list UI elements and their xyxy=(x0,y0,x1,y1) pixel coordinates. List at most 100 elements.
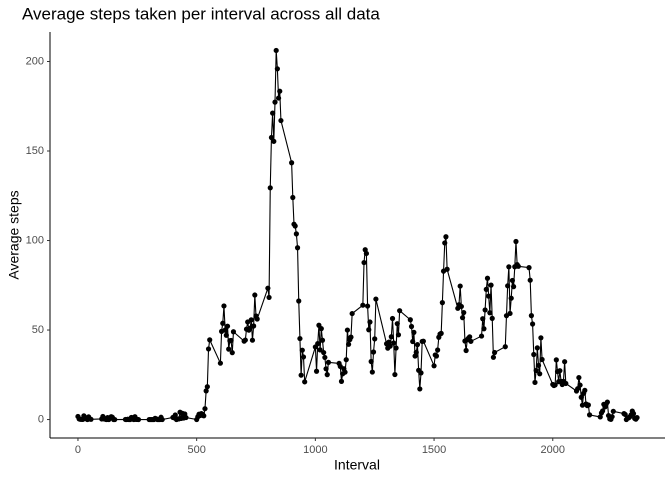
point xyxy=(468,338,474,344)
point xyxy=(578,394,584,400)
point xyxy=(296,298,302,304)
point xyxy=(582,387,588,393)
point xyxy=(411,329,417,335)
point xyxy=(513,238,519,245)
point xyxy=(242,337,248,343)
y-tick-label: 200 xyxy=(26,55,44,67)
point xyxy=(552,382,558,388)
point xyxy=(535,362,542,369)
point xyxy=(363,250,370,257)
point xyxy=(298,372,304,378)
point xyxy=(364,303,371,309)
point xyxy=(610,408,616,414)
point xyxy=(273,47,279,54)
point xyxy=(321,349,327,356)
point xyxy=(457,283,463,289)
point xyxy=(439,300,445,306)
point xyxy=(300,354,307,360)
point xyxy=(461,309,467,316)
point xyxy=(443,234,449,240)
point xyxy=(389,315,396,322)
point xyxy=(289,160,295,166)
point xyxy=(458,303,464,310)
point xyxy=(487,310,493,316)
point xyxy=(408,323,415,330)
point xyxy=(490,354,497,360)
point xyxy=(392,371,398,378)
point xyxy=(435,347,441,353)
point xyxy=(418,370,424,376)
point xyxy=(370,349,377,355)
point xyxy=(604,399,610,405)
point xyxy=(202,406,208,412)
point xyxy=(135,416,142,423)
point xyxy=(539,356,545,363)
point xyxy=(506,264,512,270)
point xyxy=(534,345,540,351)
point xyxy=(220,320,226,326)
point xyxy=(576,374,582,381)
point xyxy=(272,99,278,105)
point xyxy=(315,341,321,347)
point xyxy=(323,366,329,372)
point xyxy=(507,310,513,317)
point xyxy=(317,347,323,353)
point xyxy=(271,138,277,144)
point xyxy=(444,266,450,272)
point xyxy=(368,358,374,365)
point xyxy=(343,357,349,363)
point xyxy=(386,339,392,345)
point xyxy=(486,293,492,299)
point xyxy=(586,412,593,418)
x-tick-label: 2000 xyxy=(541,444,565,456)
point xyxy=(254,316,260,322)
point xyxy=(293,231,299,237)
point xyxy=(338,378,345,384)
point xyxy=(394,321,400,327)
point xyxy=(205,346,212,352)
point xyxy=(414,342,421,348)
point xyxy=(223,332,229,338)
point xyxy=(319,337,326,343)
point xyxy=(442,240,448,246)
point xyxy=(292,223,298,229)
point xyxy=(531,351,537,358)
point xyxy=(634,415,640,421)
x-tick-label: 500 xyxy=(187,444,205,456)
point xyxy=(526,265,532,271)
point xyxy=(609,414,615,420)
point xyxy=(478,333,485,339)
x-tick-label: 1500 xyxy=(422,444,446,456)
point xyxy=(481,326,487,332)
point xyxy=(537,371,543,377)
point xyxy=(510,284,517,290)
point xyxy=(248,317,254,323)
point xyxy=(509,277,516,284)
point xyxy=(482,307,488,313)
point xyxy=(388,334,394,340)
y-tick-label: 50 xyxy=(32,324,44,336)
point xyxy=(251,323,257,329)
point xyxy=(278,117,284,124)
point xyxy=(459,315,466,321)
point xyxy=(395,332,402,338)
point xyxy=(577,382,583,388)
point xyxy=(391,340,397,346)
point xyxy=(527,277,533,283)
point xyxy=(538,335,544,341)
point xyxy=(228,337,234,344)
point xyxy=(417,386,423,392)
point xyxy=(366,327,372,333)
point xyxy=(221,303,227,309)
point xyxy=(268,134,275,141)
point xyxy=(502,344,508,350)
point xyxy=(249,337,256,343)
point xyxy=(159,416,165,423)
point xyxy=(505,283,511,289)
line xyxy=(77,50,638,421)
point xyxy=(299,347,305,353)
point xyxy=(467,334,473,340)
point xyxy=(313,368,320,374)
point xyxy=(532,379,538,386)
point xyxy=(204,384,210,390)
